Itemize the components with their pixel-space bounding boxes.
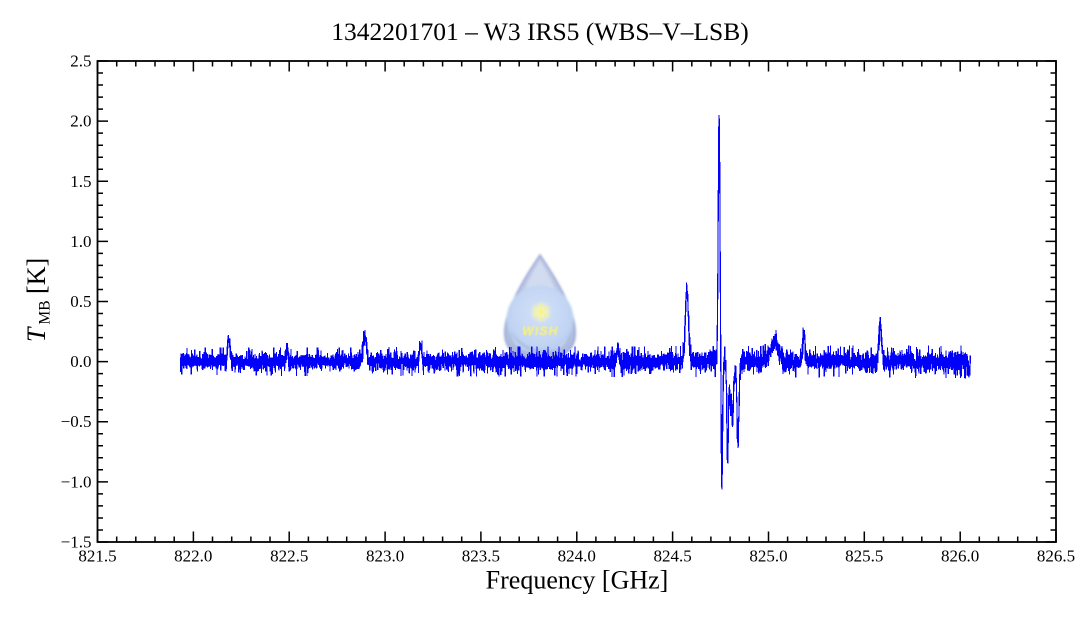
svg-text:1.5: 1.5: [70, 172, 91, 191]
svg-text:T MB [K]: T MB [K]: [22, 258, 54, 342]
svg-text:0.0: 0.0: [70, 352, 91, 371]
svg-text:2.0: 2.0: [70, 112, 91, 131]
svg-text:823.5: 823.5: [462, 547, 500, 566]
svg-text:821.5: 821.5: [78, 547, 116, 566]
svg-text:Frequency [GHz]: Frequency [GHz]: [486, 566, 669, 595]
svg-text:824.5: 824.5: [653, 547, 691, 566]
svg-text:−1.5: −1.5: [61, 533, 92, 552]
svg-text:826.5: 826.5: [1037, 547, 1075, 566]
svg-text:826.0: 826.0: [941, 547, 979, 566]
svg-text:1342201701 – W3 IRS5 (WBS–V–LS: 1342201701 – W3 IRS5 (WBS–V–LSB): [331, 17, 748, 46]
svg-text:−0.5: −0.5: [61, 412, 92, 431]
svg-text:823.0: 823.0: [366, 547, 404, 566]
svg-text:1.0: 1.0: [70, 232, 91, 251]
svg-text:−1.0: −1.0: [61, 472, 92, 491]
svg-text:825.0: 825.0: [749, 547, 787, 566]
svg-text:822.0: 822.0: [174, 547, 212, 566]
svg-text:2.5: 2.5: [70, 52, 91, 71]
svg-text:WISH: WISH: [522, 324, 558, 338]
svg-text:0.5: 0.5: [70, 292, 91, 311]
svg-text:824.0: 824.0: [558, 547, 596, 566]
svg-text:822.5: 822.5: [270, 547, 308, 566]
svg-text:825.5: 825.5: [845, 547, 883, 566]
